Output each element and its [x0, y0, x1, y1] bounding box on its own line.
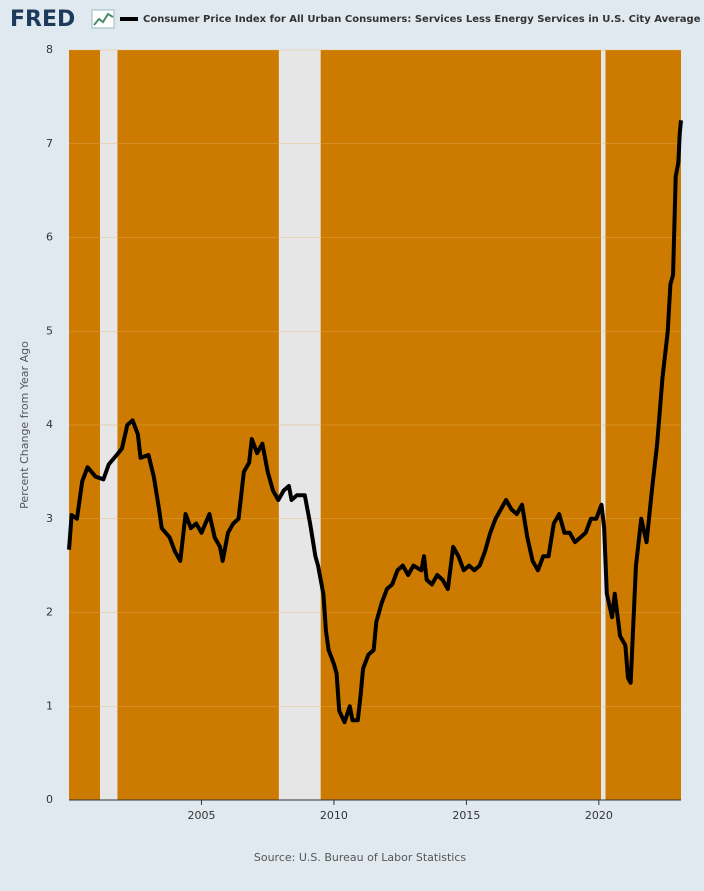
y-tick-label: 1 [46, 699, 53, 712]
series-line [67, 120, 683, 725]
y-tick-label: 8 [46, 43, 53, 56]
x-tick-label: 2005 [187, 809, 215, 822]
source: Source: U.S. Bureau of Labor Statistics [254, 851, 467, 864]
legend-label: Consumer Price Index for All Urban Consu… [143, 14, 701, 25]
y-tick-label: 6 [46, 231, 53, 244]
x-tick-label: 2010 [320, 809, 348, 822]
y-tick-label: 4 [46, 418, 53, 431]
logo-icon [91, 9, 115, 29]
y-tick-label: 2 [46, 606, 53, 619]
y-tick-label: 5 [46, 324, 53, 337]
x-tick-label: 2015 [452, 809, 480, 822]
x-tick-label: 2020 [585, 809, 613, 822]
y-tick-label: 7 [46, 137, 53, 150]
y-tick-label: 3 [46, 512, 53, 525]
y-axis-label: Percent Change from Year Ago [18, 341, 31, 509]
logo: FRED [10, 7, 75, 32]
y-tick-label: 0 [46, 793, 53, 806]
